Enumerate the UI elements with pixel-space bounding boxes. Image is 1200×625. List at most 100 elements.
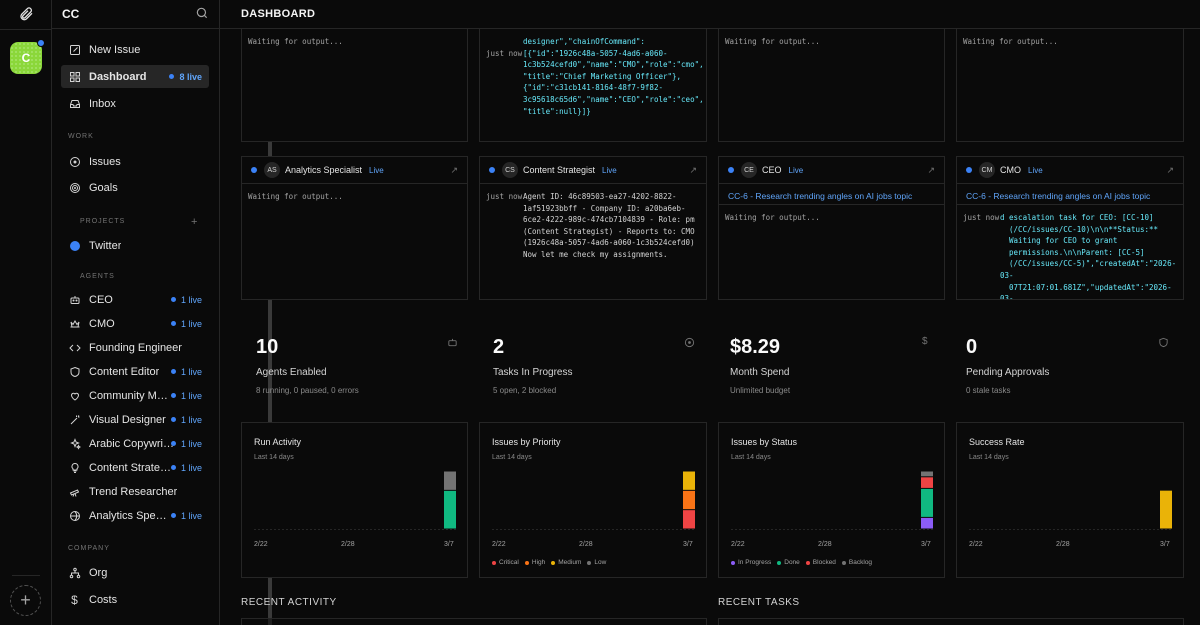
run-card[interactable]: Waiting for output... — [718, 29, 945, 142]
sidebar-item-agent-trend-researcher[interactable]: Trend Researcher — [61, 480, 209, 503]
add-project-button[interactable]: + — [191, 216, 198, 228]
page-title: DASHBOARD — [220, 0, 1200, 29]
company-initial: C — [21, 51, 31, 65]
agent-avatar: AS — [264, 162, 280, 178]
sidebar-item-inbox[interactable]: Inbox — [61, 92, 209, 115]
magic-wand-icon — [68, 413, 81, 426]
issue-link[interactable]: CC-6 - Research trending angles on AI jo… — [719, 184, 944, 205]
live-label: Live — [788, 165, 804, 175]
sparkles-icon — [68, 437, 81, 450]
sidebar-item-agent-founding-engineer[interactable]: Founding Engineer — [61, 336, 209, 359]
bar-succeeded — [444, 490, 456, 529]
issues-label: Issues — [89, 155, 121, 168]
sidebar-header: CC — [52, 0, 219, 29]
stat-tasks-in-progress[interactable]: 2 Tasks In Progress 5 open, 2 blocked — [493, 336, 703, 395]
add-company-button[interactable]: + — [10, 585, 41, 616]
costs-label: Costs — [89, 593, 118, 606]
sidebar-item-project-twitter[interactable]: Twitter — [61, 234, 209, 257]
run-card[interactable]: Waiting for output... — [956, 29, 1184, 142]
bar-backlog — [921, 471, 933, 477]
external-link-icon[interactable]: ↗ — [450, 165, 458, 175]
run-output: just now d escalation task for CEO: [CC-1… — [957, 205, 1183, 299]
work-heading: WORK — [68, 133, 94, 140]
bar-other — [444, 471, 456, 490]
stat-label: Agents Enabled — [256, 367, 327, 378]
new-issue-label: New Issue — [89, 43, 141, 56]
search-icon[interactable] — [195, 6, 211, 22]
external-link-icon[interactable]: ↗ — [689, 165, 697, 175]
live-badge: 1 live — [171, 367, 202, 377]
main-content: DASHBOARD Waiting for output... designer… — [220, 0, 1200, 625]
legend-swatch — [587, 560, 592, 565]
run-card-header: CE CEO Live ↗ — [719, 157, 944, 184]
agent-avatar: CE — [741, 162, 757, 178]
sidebar-item-agent-content-strategist[interactable]: Content Strategist 1 live — [61, 456, 209, 479]
output-line: Waiting for output... — [725, 213, 820, 222]
stat-sub: 0 stale tasks — [966, 386, 1011, 395]
chart-title: Issues by Priority — [492, 437, 561, 447]
stat-pending-approvals[interactable]: 0 Pending Approvals 0 stale tasks — [966, 336, 1176, 395]
live-badge: 1 live — [171, 295, 202, 305]
external-link-icon[interactable]: ↗ — [927, 165, 935, 175]
chart-subtitle: Last 14 days — [731, 454, 771, 461]
external-link-icon[interactable]: ↗ — [1166, 165, 1174, 175]
legend-swatch — [524, 560, 529, 565]
recent-tasks-heading: RECENT TASKS — [718, 597, 800, 608]
x-tick-label: 2/28 — [818, 541, 832, 548]
agent-label: Founding Engineer — [89, 341, 182, 354]
edit-icon — [68, 43, 81, 56]
new-issue-button[interactable]: New Issue — [61, 38, 209, 61]
sidebar-item-agent-analytics-specialist[interactable]: Analytics Special... 1 live — [61, 504, 209, 527]
paperclip-icon[interactable] — [16, 4, 36, 24]
issue-link[interactable]: CC-6 - Research trending angles on AI jo… — [957, 184, 1183, 205]
recent-activity-panel — [241, 618, 707, 625]
robot-icon — [68, 293, 81, 306]
sidebar-item-issues[interactable]: Issues — [61, 150, 209, 173]
sidebar-item-agent-arabic-copywriter[interactable]: Arabic Copywriter 1 live — [61, 432, 209, 455]
scrollbar-thumb[interactable] — [268, 29, 272, 619]
run-card-ceo[interactable]: CE CEO Live ↗ CC-6 - Research trending a… — [718, 156, 945, 300]
goals-label: Goals — [89, 181, 118, 194]
run-card-content-strategist[interactable]: CS Content Strategist Live ↗ just now Age… — [479, 156, 707, 300]
stat-label: Month Spend — [730, 367, 790, 378]
sidebar-item-org[interactable]: Org — [61, 561, 209, 584]
x-tick-label: 2/28 — [341, 541, 355, 548]
stat-value: $8.29 — [730, 336, 781, 358]
org-label: Org — [89, 566, 108, 579]
output-line: Waiting for output... — [248, 192, 343, 201]
shield-icon — [1158, 337, 1169, 351]
run-card[interactable]: designer","chainOfCommand": just now [{"i… — [479, 29, 707, 142]
sidebar-item-agent-cmo[interactable]: CMO 1 live — [61, 312, 209, 335]
sidebar-item-costs[interactable]: $ Costs — [61, 588, 209, 611]
stat-agents-enabled[interactable]: 10 Agents Enabled 8 running, 0 paused, 0… — [256, 336, 466, 395]
run-card-header: CM CMO Live ↗ — [957, 157, 1183, 184]
run-card-analytics-specialist[interactable]: AS Analytics Specialist Live ↗ Waiting f… — [241, 156, 468, 300]
company-avatar[interactable]: C — [10, 39, 45, 74]
sidebar-item-agent-community-manager[interactable]: Community Man... 1 live — [61, 384, 209, 407]
legend-swatch — [805, 560, 810, 565]
robot-icon — [447, 337, 458, 351]
stat-sub: 5 open, 2 blocked — [493, 386, 557, 395]
output-line: [{"id":"1926c48a-5057-4ad6-a060- — [523, 48, 668, 58]
rail-divider-bottom — [12, 575, 40, 576]
run-card[interactable]: Waiting for output... — [241, 29, 468, 142]
org-chart-icon — [68, 566, 81, 579]
sidebar-item-agent-ceo[interactable]: CEO 1 live — [61, 288, 209, 311]
stat-month-spend[interactable]: $8.29 Month Spend Unlimited budget $ — [730, 336, 940, 395]
output-line: 1c3b524cefd0","name":"CMO","role":"cmo", — [523, 60, 704, 70]
run-card-cmo[interactable]: CM CMO Live ↗ CC-6 - Research trending a… — [956, 156, 1184, 300]
project-color-dot — [68, 239, 81, 252]
dollar-icon: $ — [922, 336, 928, 347]
run-output: Waiting for output... — [719, 205, 944, 231]
agent-name: Content Strategist — [523, 165, 596, 175]
sidebar-item-agent-visual-designer[interactable]: Visual Designer 1 live — [61, 408, 209, 431]
sidebar-item-agent-content-editor[interactable]: Content Editor 1 live — [61, 360, 209, 383]
sidebar-item-goals[interactable]: Goals — [61, 176, 209, 199]
sidebar-scrollbar[interactable] — [268, 29, 272, 625]
chart-svg — [254, 471, 457, 530]
sidebar: CC New Issue Dashboard 8 live Inbox WORK… — [52, 0, 272, 625]
live-badge: 1 live — [171, 511, 202, 521]
sidebar-item-dashboard[interactable]: Dashboard 8 live — [61, 65, 209, 88]
run-output: Waiting for output... — [719, 29, 944, 55]
legend-item: Low — [587, 559, 606, 566]
